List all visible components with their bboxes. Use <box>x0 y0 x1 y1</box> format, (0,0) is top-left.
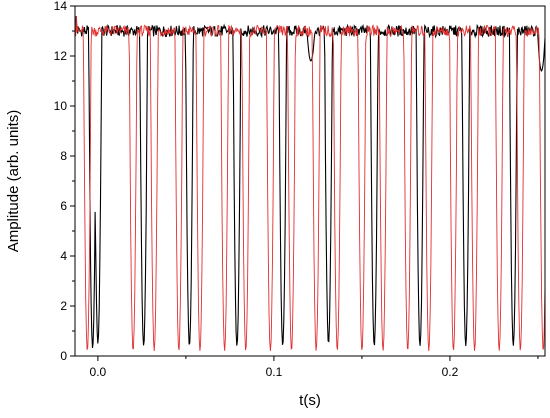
y-tick-label: 14 <box>54 0 68 13</box>
y-tick-label: 10 <box>54 99 68 113</box>
series-line <box>74 15 546 352</box>
y-tick-label: 0 <box>60 349 67 363</box>
y-tick-label: 8 <box>60 149 67 163</box>
y-axis-title: Amplitude (arb. units) <box>5 110 22 253</box>
y-tick-label: 2 <box>60 299 67 313</box>
x-tick-label: 0.2 <box>442 365 459 379</box>
series-line <box>74 15 546 349</box>
x-tick-label: 0.0 <box>90 365 107 379</box>
ticks-layer: 0.0 0.1 0.2 0 2 4 6 8 10 12 14 <box>54 0 539 379</box>
y-tick-label: 12 <box>54 49 68 63</box>
y-tick-label: 6 <box>60 199 67 213</box>
x-axis-title: t(s) <box>299 392 321 409</box>
y-tick-label: 4 <box>60 249 67 263</box>
series-layer <box>74 15 546 352</box>
x-tick-label: 0.1 <box>266 365 283 379</box>
